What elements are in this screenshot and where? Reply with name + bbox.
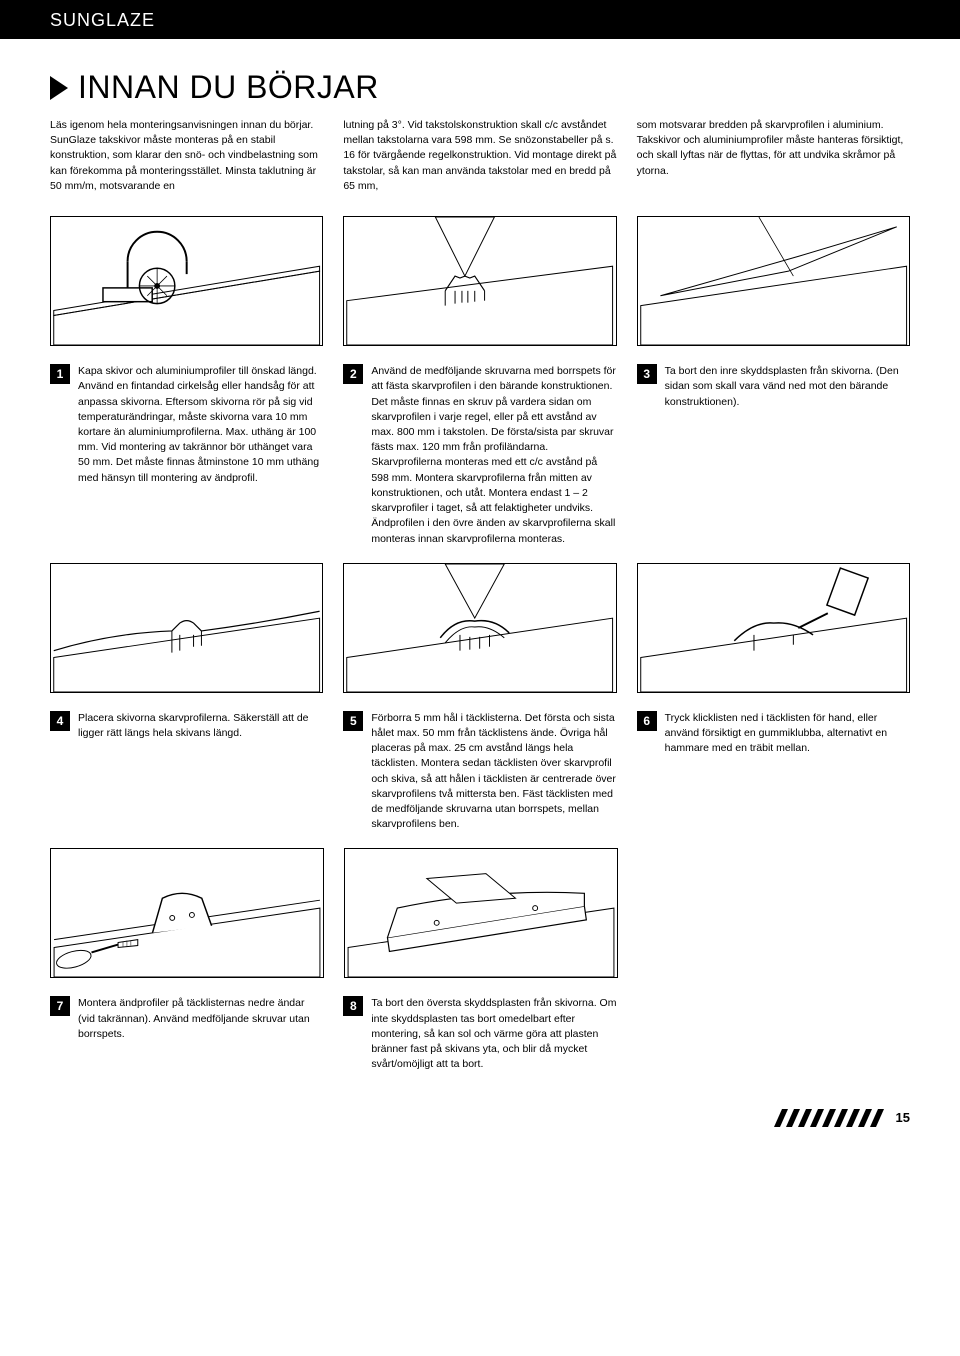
- intro-columns: Läs igenom hela monteringsanvisningen in…: [50, 118, 910, 194]
- figure-3: [637, 216, 910, 346]
- step-5: 5 Förborra 5 mm hål i täcklisterna. Det …: [343, 711, 616, 833]
- step-8: 8 Ta bort den översta skyddsplasten från…: [343, 996, 616, 1072]
- step-row-2: 4 Placera skivorna skarvprofilerna. Säke…: [50, 711, 910, 833]
- figure-row-3: [50, 848, 910, 978]
- figure-2: [343, 216, 616, 346]
- step-text: Tryck klicklisten ned i täcklisten för h…: [665, 711, 910, 833]
- page-title: INNAN DU BÖRJAR: [78, 69, 379, 106]
- step-3: 3 Ta bort den inre skyddsplasten från sk…: [637, 364, 910, 547]
- step-number: 2: [343, 364, 363, 384]
- main-content: INNAN DU BÖRJAR Läs igenom hela monterin…: [0, 39, 960, 1109]
- figure-6: [637, 563, 910, 693]
- figure-empty: [638, 848, 910, 978]
- stripes-icon: [774, 1109, 884, 1127]
- figure-row-2: [50, 563, 910, 693]
- figure-1: [50, 216, 323, 346]
- title-row: INNAN DU BÖRJAR: [50, 69, 910, 106]
- step-row-3: 7 Montera ändprofiler på täcklisternas n…: [50, 996, 910, 1072]
- figure-row-1: [50, 216, 910, 346]
- footer: 15: [0, 1109, 960, 1147]
- step-number: 5: [343, 711, 363, 731]
- step-number: 6: [637, 711, 657, 731]
- brand-label: SUNGLAZE: [50, 10, 155, 30]
- step-number: 4: [50, 711, 70, 731]
- header-bar: SUNGLAZE: [0, 0, 960, 39]
- intro-col-1: Läs igenom hela monteringsanvisningen in…: [50, 118, 323, 194]
- triangle-icon: [50, 76, 68, 100]
- intro-col-3: som motsvarar bredden på skarvprofilen i…: [637, 118, 910, 194]
- step-number: 1: [50, 364, 70, 384]
- figure-7: [50, 848, 324, 978]
- step-text: Ta bort den översta skyddsplasten från s…: [371, 996, 616, 1072]
- step-text: Använd de medföljande skruvarna med borr…: [371, 364, 616, 547]
- step-text: Kapa skivor och aluminiumprofiler till ö…: [78, 364, 323, 547]
- step-text: Montera ändprofiler på täcklisternas ned…: [78, 996, 323, 1072]
- figure-4: [50, 563, 323, 693]
- step-number: 7: [50, 996, 70, 1016]
- step-number: 3: [637, 364, 657, 384]
- figure-5: [343, 563, 616, 693]
- figure-8: [344, 848, 618, 978]
- step-number: 8: [343, 996, 363, 1016]
- step-text: Placera skivorna skarvprofilerna. Säkers…: [78, 711, 323, 833]
- step-1: 1 Kapa skivor och aluminiumprofiler till…: [50, 364, 323, 547]
- step-text: Ta bort den inre skyddsplasten från skiv…: [665, 364, 910, 547]
- step-text: Förborra 5 mm hål i täcklisterna. Det fö…: [371, 711, 616, 833]
- step-row-1: 1 Kapa skivor och aluminiumprofiler till…: [50, 364, 910, 547]
- intro-col-2: lutning på 3°. Vid takstolskonstruktion …: [343, 118, 616, 194]
- step-2: 2 Använd de medföljande skruvarna med bo…: [343, 364, 616, 547]
- step-empty: [637, 996, 910, 1072]
- page-number: 15: [896, 1110, 910, 1125]
- step-4: 4 Placera skivorna skarvprofilerna. Säke…: [50, 711, 323, 833]
- step-7: 7 Montera ändprofiler på täcklisternas n…: [50, 996, 323, 1072]
- step-6: 6 Tryck klicklisten ned i täcklisten för…: [637, 711, 910, 833]
